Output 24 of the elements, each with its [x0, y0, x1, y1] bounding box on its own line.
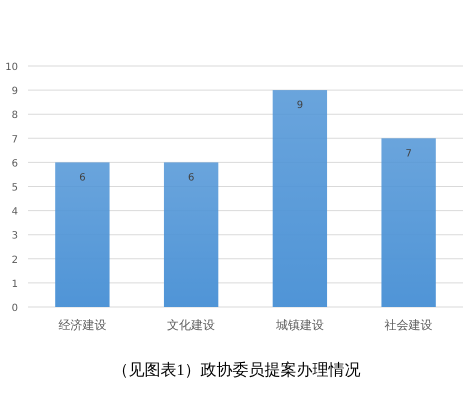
bar [272, 90, 328, 307]
y-tick-label: 9 [12, 86, 18, 98]
data-label: 9 [296, 100, 304, 112]
y-tick-label: 5 [12, 182, 18, 194]
y-tick-label: 1 [12, 278, 18, 290]
y-tick-label: 3 [12, 230, 18, 242]
x-tick-label: 文化建设 [167, 318, 216, 332]
y-tick-label: 0 [12, 303, 18, 314]
y-tick-label: 4 [12, 206, 18, 218]
data-label: 7 [405, 148, 412, 160]
text: （见图表1）政协委员提案办理情况 [112, 361, 360, 379]
y-tick-label: 8 [12, 110, 18, 122]
y-tick-label: 6 [12, 158, 18, 170]
bar [164, 162, 218, 307]
x-tick-label: 经济建设 [58, 318, 106, 332]
y-tick-label: 10 [5, 62, 18, 73]
y-tick-label: 7 [12, 134, 18, 146]
data-label: 6 [79, 172, 86, 184]
data-label: 6 [188, 172, 194, 184]
x-tick-label: 社会建设 [384, 318, 433, 332]
y-tick-label: 2 [12, 254, 18, 266]
bar [55, 162, 110, 307]
bar [381, 138, 436, 307]
x-tick-label: 城镇建设 [274, 318, 324, 332]
